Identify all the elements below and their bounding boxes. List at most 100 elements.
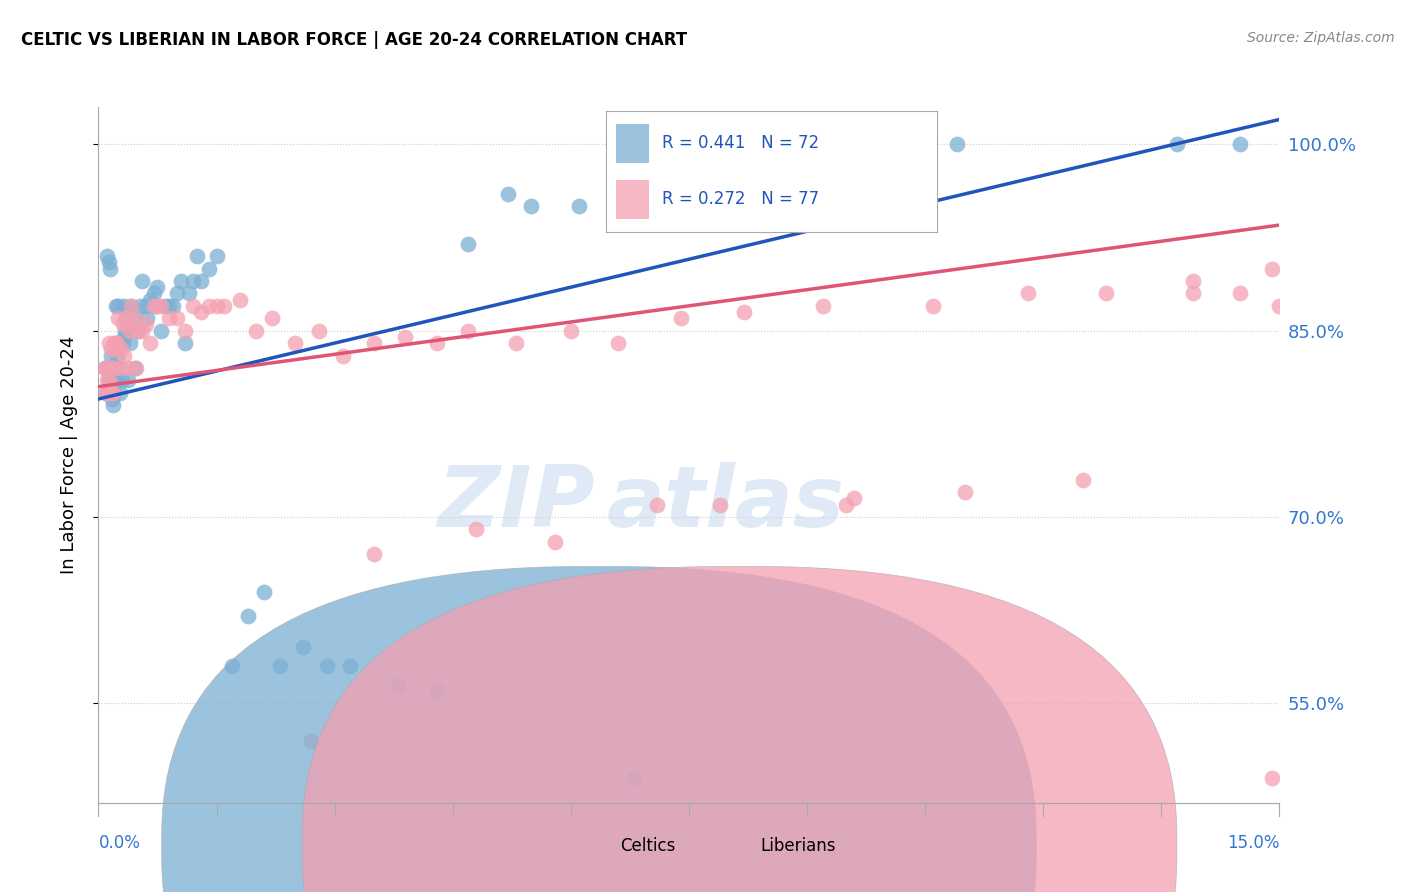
Point xyxy=(177,286,200,301)
Point xyxy=(142,299,165,313)
Point xyxy=(1017,286,1039,301)
Point xyxy=(190,274,212,288)
Point xyxy=(112,299,135,313)
Point xyxy=(426,684,449,698)
Point xyxy=(111,373,134,387)
Point xyxy=(103,336,125,351)
Point xyxy=(93,361,115,376)
Point xyxy=(97,373,120,387)
Text: Liberians: Liberians xyxy=(761,837,837,855)
Point xyxy=(1229,137,1251,152)
Point xyxy=(520,199,543,213)
Point xyxy=(96,249,118,263)
Point xyxy=(811,299,834,313)
Point xyxy=(1166,137,1188,152)
Point xyxy=(623,771,645,785)
Point xyxy=(339,659,361,673)
Point xyxy=(142,286,165,301)
Point xyxy=(103,385,125,400)
Point xyxy=(145,299,167,313)
Point xyxy=(97,373,120,387)
Point xyxy=(104,343,127,357)
Point xyxy=(131,324,153,338)
Point xyxy=(174,336,197,351)
Point xyxy=(122,311,145,326)
Text: 15.0%: 15.0% xyxy=(1227,834,1279,852)
Point xyxy=(898,137,921,152)
Point xyxy=(107,311,129,326)
Point xyxy=(107,299,129,313)
Point xyxy=(100,343,122,357)
Point xyxy=(647,498,669,512)
Point xyxy=(104,299,127,313)
Point xyxy=(253,584,276,599)
Point xyxy=(118,324,141,338)
Point xyxy=(560,324,582,338)
Point xyxy=(236,609,259,624)
Point xyxy=(505,336,527,351)
Point xyxy=(748,137,770,152)
Point xyxy=(157,299,180,313)
Point xyxy=(394,330,416,344)
Point xyxy=(104,336,127,351)
Point xyxy=(205,249,228,263)
Point xyxy=(117,361,139,376)
Point xyxy=(101,398,124,412)
Point xyxy=(733,305,755,319)
Point xyxy=(146,280,169,294)
Point xyxy=(110,343,132,357)
Point xyxy=(607,336,630,351)
Point xyxy=(96,385,118,400)
Point xyxy=(111,336,134,351)
Point xyxy=(121,299,143,313)
Point xyxy=(94,385,117,400)
Point xyxy=(544,534,567,549)
Point xyxy=(97,385,120,400)
Point xyxy=(457,236,479,251)
Point xyxy=(363,336,385,351)
Point xyxy=(110,385,132,400)
Point xyxy=(105,336,128,351)
Point xyxy=(115,311,138,326)
Text: ZIP: ZIP xyxy=(437,462,595,545)
Point xyxy=(146,299,169,313)
Point xyxy=(197,299,219,313)
Point xyxy=(284,336,307,351)
Point xyxy=(138,293,160,307)
Point xyxy=(844,491,866,506)
Point xyxy=(1260,771,1282,785)
Point xyxy=(124,361,146,376)
Point xyxy=(98,361,121,376)
Point xyxy=(457,324,479,338)
Point xyxy=(1268,299,1291,313)
Point xyxy=(157,311,180,326)
Point xyxy=(568,199,591,213)
Point xyxy=(108,361,131,376)
Point xyxy=(104,373,127,387)
Point xyxy=(127,324,149,338)
Point xyxy=(174,324,197,338)
Point xyxy=(186,249,208,263)
Point xyxy=(98,255,121,269)
Point xyxy=(181,299,204,313)
Point xyxy=(111,318,134,332)
Point xyxy=(138,336,160,351)
Point xyxy=(112,349,135,363)
Point xyxy=(851,137,873,152)
Point xyxy=(1071,473,1094,487)
Point xyxy=(299,733,322,747)
Point xyxy=(426,336,449,351)
Point xyxy=(93,361,115,376)
Point xyxy=(135,299,157,313)
Point xyxy=(465,523,488,537)
Point xyxy=(129,299,152,313)
Point xyxy=(135,318,157,332)
Point xyxy=(150,299,173,313)
Point xyxy=(115,311,138,326)
Text: Celtics: Celtics xyxy=(620,837,675,855)
Point xyxy=(1181,274,1204,288)
Point xyxy=(669,311,692,326)
Point xyxy=(96,373,118,387)
Point xyxy=(205,299,228,313)
Point xyxy=(1181,286,1204,301)
